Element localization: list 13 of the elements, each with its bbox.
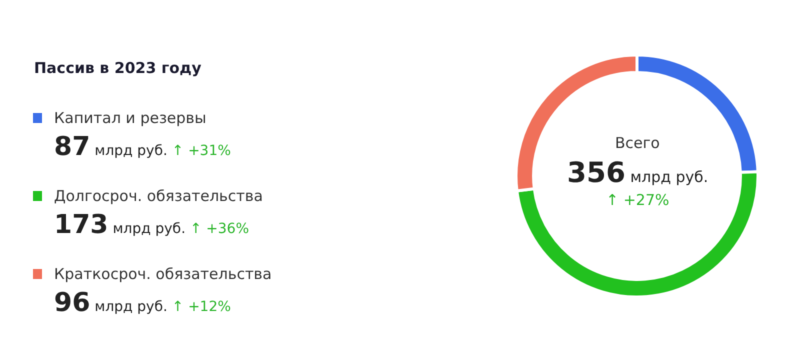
text: ↑ +27% xyxy=(606,191,670,209)
legend-label: Краткосроч. обязательства xyxy=(54,265,272,283)
legend-label: Долгосроч. обязательства xyxy=(54,187,263,205)
text: Всего xyxy=(615,134,660,152)
text: ↑ +12% xyxy=(172,299,231,315)
chart-title: Пассив в 2023 году xyxy=(34,59,202,77)
text: ↑ +31% xyxy=(172,143,231,159)
text: 356 млрд руб. xyxy=(567,156,708,189)
data-label: 96 млрд руб. xyxy=(54,288,168,318)
data-label: 173 млрд руб. xyxy=(54,210,186,240)
legend-label: Капитал и резервы xyxy=(54,109,206,127)
text: ↑ +36% xyxy=(190,221,250,237)
data-label: 87 млрд руб. xyxy=(54,132,168,162)
